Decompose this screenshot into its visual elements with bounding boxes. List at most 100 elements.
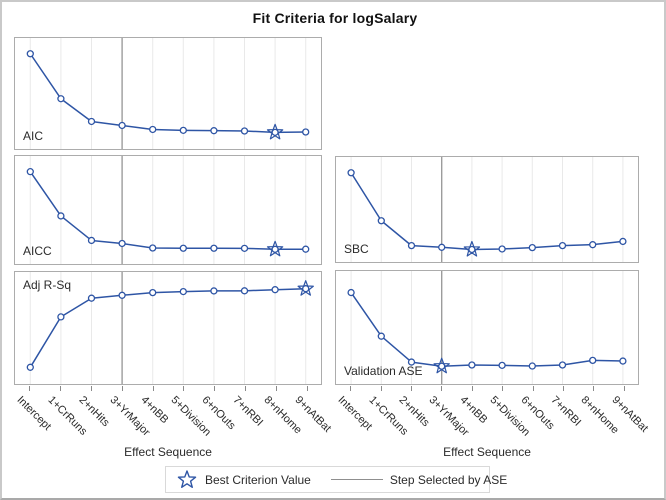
legend-step-label: Step Selected by ASE [389,472,508,487]
panel-sbc: SBC [335,156,639,263]
best-criterion-star-marker [266,123,284,140]
data-point-marker [240,287,249,295]
chart-title: Fit Criteria for logSalary [252,10,418,26]
legend: Best Criterion Value Step Selected by AS… [165,466,507,493]
x-axis-tick [152,386,154,391]
data-point-marker [271,245,279,253]
x-axis-title-left: Effect Sequence [124,445,212,459]
data-point-marker [149,288,157,297]
panel-adj-r-sq: Adj R-Sq [14,271,322,385]
data-point-marker [302,128,310,136]
legend-item-step-selected: Step Selected by ASE [330,472,508,487]
panel-aic: AIC [14,37,322,150]
data-point-marker [468,361,476,369]
data-point-marker [179,126,187,135]
data-point-marker [271,128,279,136]
x-axis-tick [441,386,443,391]
series-line [29,287,306,368]
panel-validation-ase: Validation ASE [335,270,639,385]
data-point-marker [210,287,218,295]
data-point-marker [240,127,249,135]
best-criterion-star-marker [266,240,284,257]
chart-sbc [347,157,627,262]
x-axis-tick [532,386,534,391]
x-axis-tick [350,386,352,391]
chart-validation-ase [347,271,627,384]
x-axis-tick [245,386,246,391]
panel-aic-label: AIC [23,129,44,143]
data-point-marker [619,357,627,365]
best-criterion-star-icon [177,469,197,488]
x-axis-tick [121,386,123,391]
x-axis-tick [214,386,216,391]
x-axis-tick [60,386,62,391]
data-point-marker [498,245,506,253]
x-axis-tick [623,386,625,391]
data-point-marker [438,243,446,251]
x-axis-tick [471,386,473,391]
best-criterion-star-marker [463,240,481,257]
data-point-marker [118,291,126,299]
data-point-marker [558,241,567,250]
data-point-marker [87,236,96,245]
legend-item-best-criterion: Best Criterion Value [176,469,311,491]
data-point-marker [347,169,355,177]
data-point-marker [26,50,34,58]
data-point-marker [26,363,34,371]
x-axis-tick [411,386,412,391]
chart-adj-r-sq [26,272,314,384]
step-selected-line-icon [330,479,383,480]
x-axis-tick [380,386,382,391]
data-point-marker [589,356,597,365]
x-axis-title-right: Effect Sequence [443,445,531,459]
panel-validation-ase-label: Validation ASE [344,364,423,378]
series-line [350,172,623,251]
data-point-marker [87,117,96,126]
legend-best-label: Best Criterion Value [205,472,311,487]
series-line [29,171,306,251]
data-point-marker [528,362,536,370]
data-point-marker [498,361,506,370]
best-criterion-star-marker [433,357,450,374]
x-axis-tick [306,386,308,391]
data-point-marker [149,244,157,252]
data-point-marker [302,285,310,293]
panel-aicc: AICC [14,155,322,265]
x-axis-tick [563,386,564,391]
data-point-marker [57,212,65,220]
data-point-marker [589,241,597,249]
data-point-marker [118,239,126,248]
data-point-marker [87,294,96,302]
data-point-marker [468,245,476,254]
panel-adj-r-sq-label: Adj R-Sq [23,278,72,292]
data-point-marker [179,244,187,252]
data-point-marker [271,286,279,294]
x-axis-tick [593,386,595,391]
data-point-marker [210,244,218,252]
panel-aicc-label: AICC [23,244,52,258]
data-point-marker [210,127,218,135]
x-axis-tick [502,386,504,391]
series-line [29,53,306,134]
data-point-marker [302,245,310,253]
panel-sbc-label: SBC [344,242,369,256]
data-point-marker [118,121,126,130]
data-point-marker [26,168,34,176]
data-point-marker [57,95,65,103]
chart-aic [26,38,310,149]
data-point-marker [528,243,536,252]
data-point-marker [407,358,416,366]
series-line [350,292,623,368]
star-glyph [177,469,197,488]
x-axis-tick [91,386,92,391]
data-point-marker [347,288,355,297]
data-point-marker [558,361,567,369]
data-point-marker [149,125,157,134]
data-point-marker [240,244,249,252]
data-point-marker [407,241,416,250]
data-point-marker [179,287,187,296]
x-axis-tick [183,386,185,391]
data-point-marker [377,332,385,340]
chart-aicc [26,156,310,264]
